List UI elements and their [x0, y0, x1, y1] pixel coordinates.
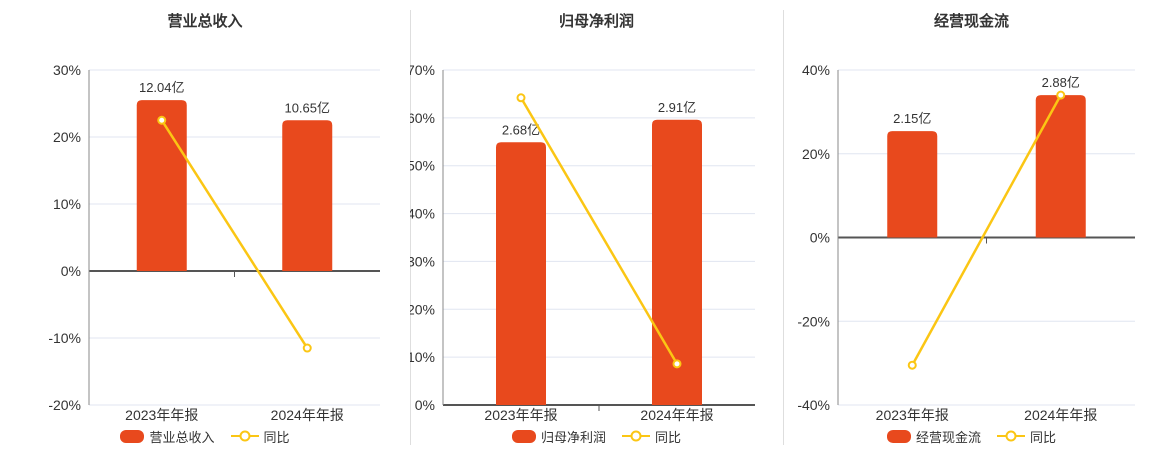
bar-0[interactable] — [496, 142, 546, 405]
yoy-point-1[interactable] — [302, 343, 312, 353]
legend-label: 同比 — [655, 429, 682, 445]
panel-title: 归母净利润 — [558, 13, 634, 30]
y-axis-tick-label: 30% — [53, 62, 81, 78]
x-axis-label: 2023年年报 — [484, 407, 557, 423]
x-axis-label: 2024年年报 — [1024, 407, 1097, 423]
legend: 经营现金流 同比 — [783, 426, 1160, 446]
y-axis-tick-label: 60% — [410, 110, 435, 126]
y-axis-tick-label: 0% — [61, 263, 81, 279]
bar-1[interactable] — [652, 119, 702, 406]
x-axis-label: 2024年年报 — [640, 407, 713, 423]
y-axis-tick-label: 20% — [410, 301, 435, 317]
cashflow-plot-svg: -40% -20% 0% 20% 40% 2.15亿 2.88亿 2023年年报 2024年年报 — [797, 62, 1135, 423]
line-marker-icon — [997, 430, 1025, 442]
legend-item-line-series[interactable]: 同比 — [622, 427, 681, 446]
y-axis-tick-label: 20% — [802, 146, 830, 162]
y-axis-tick-label: 30% — [410, 253, 435, 269]
legend-label: 营业总收入 — [149, 429, 215, 445]
x-axis-label: 2023年年报 — [125, 407, 198, 423]
bar-value-label: 2.88亿 — [1042, 75, 1080, 90]
bar-value-label: 2.68亿 — [502, 122, 540, 137]
y-axis-tick-label: 70% — [410, 62, 435, 78]
y-axis-tick-label: -20% — [797, 313, 830, 329]
legend-label: 经营现金流 — [915, 429, 981, 445]
net-profit-plot-svg: 0% 10% 20% 30% 40% 50% 60% 70% 2.68亿 2.91亿 2023年年报… — [410, 62, 755, 423]
panel-operating-cashflow: 经营现金流 -40% -20% 0% 20% 40% 2.15亿 2.88亿 2023年年报 2… — [783, 0, 1160, 450]
yoy-line — [911, 94, 1062, 366]
y-axis-tick-label: -40% — [797, 397, 830, 413]
y-axis-tick-label: 0% — [415, 397, 435, 413]
panel-total-revenue: 营业总收入 -20% -10% 0% 10% 20% 30% 12.04亿 10.65亿 202… — [0, 0, 410, 450]
y-axis-tick-label: 40% — [410, 206, 435, 222]
yoy-point-0[interactable] — [907, 360, 917, 370]
revenue-plot-svg: -20% -10% 0% 10% 20% 30% 12.04亿 10.65亿 2023年年报 20… — [48, 62, 380, 423]
panel-title: 营业总收入 — [167, 13, 243, 30]
legend-item-bar-series[interactable]: 归母净利润 — [511, 427, 606, 446]
panel-separator — [410, 10, 411, 445]
yoy-line — [160, 119, 309, 349]
yoy-point-0[interactable] — [516, 93, 526, 103]
legend: 归母净利润 同比 — [410, 426, 783, 446]
legend-label: 同比 — [263, 429, 290, 445]
panel-title: 经营现金流 — [933, 13, 1009, 30]
legend-label: 归母净利润 — [540, 429, 606, 445]
yoy-point-0[interactable] — [157, 115, 167, 125]
panel-separator — [783, 10, 784, 445]
bar-1[interactable] — [1035, 95, 1086, 238]
bar-swatch-icon — [886, 429, 911, 443]
y-axis-tick-label: 10% — [53, 196, 81, 212]
yoy-point-1[interactable] — [1056, 90, 1066, 100]
bar-value-label: 10.65亿 — [284, 100, 330, 115]
y-axis-tick-label: 50% — [410, 158, 435, 174]
bar-value-label: 12.04亿 — [139, 80, 185, 95]
x-axis-label: 2023年年报 — [876, 407, 949, 423]
y-axis-tick-label: 10% — [410, 349, 435, 365]
line-marker-icon — [622, 430, 650, 442]
bar-0[interactable] — [136, 100, 187, 272]
bar-value-label: 2.91亿 — [658, 100, 696, 115]
y-axis-tick-label: 40% — [802, 62, 830, 78]
legend-label: 同比 — [1030, 429, 1057, 445]
legend-item-line-series[interactable]: 同比 — [997, 427, 1056, 446]
y-axis-tick-label: -10% — [48, 330, 81, 346]
y-axis-tick-label: -20% — [48, 397, 81, 413]
y-axis-tick-label: 20% — [53, 129, 81, 145]
bar-value-label: 2.15亿 — [893, 111, 931, 126]
panel-net-profit: 归母净利润 0% 10% 20% 30% 40% 50% 60% 70% 2.68亿 2.91亿 2… — [410, 0, 783, 450]
legend-item-bar-series[interactable]: 营业总收入 — [120, 427, 215, 446]
x-axis-label: 2024年年报 — [271, 407, 344, 423]
legend: 营业总收入 同比 — [0, 426, 410, 446]
line-marker-icon — [230, 430, 259, 442]
bar-swatch-icon — [120, 429, 145, 443]
yoy-point-1[interactable] — [672, 359, 682, 369]
legend-item-bar-series[interactable]: 经营现金流 — [886, 427, 981, 446]
yoy-line — [519, 97, 679, 365]
bar-1[interactable] — [282, 120, 333, 271]
bar-0[interactable] — [887, 131, 938, 238]
legend-item-line-series[interactable]: 同比 — [230, 427, 290, 446]
bar-swatch-icon — [511, 429, 536, 443]
y-axis-tick-label: 0% — [810, 230, 830, 246]
